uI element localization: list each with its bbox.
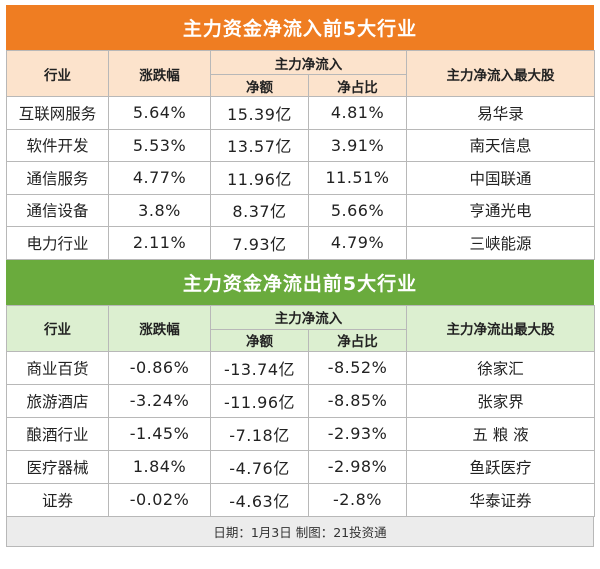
net-ratio-cell: 11.51% — [308, 161, 407, 195]
change-cell: 4.77% — [108, 161, 211, 195]
industry-cell: 通信设备 — [6, 193, 109, 227]
header-net-amount: 净额 — [210, 328, 309, 352]
industry-cell: 软件开发 — [6, 128, 109, 162]
top-stock-cell: 鱼跃医疗 — [406, 449, 595, 484]
table-row: 医疗器械 1.84% -4.76亿 -2.98% 鱼跃医疗 — [6, 449, 595, 484]
outflow-table: 行业 涨跌幅 主力净流入 主力净流出最大股 净额 净占比 商业百货 -0.86% -… — [6, 304, 595, 517]
table-row: 通信设备 3.8% 8.37亿 5.66% 亨通光电 — [6, 193, 595, 227]
net-ratio-cell: 3.91% — [308, 128, 407, 162]
industry-cell: 旅游酒店 — [6, 383, 109, 418]
header-change: 涨跌幅 — [108, 304, 211, 352]
table-row: 证券 -0.02% -4.63亿 -2.8% 华泰证券 — [6, 482, 595, 517]
industry-cell: 酿酒行业 — [6, 416, 109, 451]
header-top-stock: 主力净流出最大股 — [406, 304, 595, 352]
industry-cell: 互联网服务 — [6, 96, 109, 130]
net-amount-cell: -4.63亿 — [210, 482, 309, 517]
header-change: 涨跌幅 — [108, 50, 211, 97]
table-row: 通信服务 4.77% 11.96亿 11.51% 中国联通 — [6, 161, 595, 195]
header-industry: 行业 — [6, 50, 109, 97]
change-cell: -0.86% — [108, 350, 211, 385]
net-amount-cell: 13.57亿 — [210, 128, 309, 162]
outflow-rows: 商业百货 -0.86% -13.74亿 -8.52% 徐家汇 旅游酒店 -3.24% -11.… — [6, 350, 595, 517]
top-stock-cell: 易华录 — [406, 96, 595, 130]
top-stock-cell: 张家界 — [406, 383, 595, 418]
change-cell: 1.84% — [108, 449, 211, 484]
net-ratio-cell: -8.85% — [308, 383, 407, 418]
header-main-flow: 主力净流入 — [210, 304, 407, 330]
header-industry: 行业 — [6, 304, 109, 352]
inflow-rows: 互联网服务 5.64% 15.39亿 4.81% 易华录 软件开发 5.53% 13.57亿 3… — [6, 96, 595, 260]
net-amount-cell: 15.39亿 — [210, 96, 309, 130]
top-stock-cell: 五 粮 液 — [406, 416, 595, 451]
net-ratio-cell: -2.98% — [308, 449, 407, 484]
net-ratio-cell: 4.81% — [308, 96, 407, 130]
footer-caption: 日期：1月3日 制图：21投资通 — [6, 516, 594, 547]
header-net-ratio: 净占比 — [308, 328, 407, 352]
change-cell: 2.11% — [108, 226, 211, 260]
change-cell: 5.53% — [108, 128, 211, 162]
outflow-title: 主力资金净流出前5大行业 — [6, 259, 594, 305]
change-cell: -0.02% — [108, 482, 211, 517]
table-row: 电力行业 2.11% 7.93亿 4.79% 三峡能源 — [6, 226, 595, 260]
top-stock-cell: 三峡能源 — [406, 226, 595, 260]
net-ratio-cell: -2.93% — [308, 416, 407, 451]
top-stock-cell: 南天信息 — [406, 128, 595, 162]
top-stock-cell: 中国联通 — [406, 161, 595, 195]
change-cell: 3.8% — [108, 193, 211, 227]
header-top-stock: 主力净流入最大股 — [406, 50, 595, 97]
header-net-amount: 净额 — [210, 74, 309, 97]
top-stock-cell: 华泰证券 — [406, 482, 595, 517]
industry-cell: 通信服务 — [6, 161, 109, 195]
net-ratio-cell: -2.8% — [308, 482, 407, 517]
table-row: 商业百货 -0.86% -13.74亿 -8.52% 徐家汇 — [6, 350, 595, 385]
change-cell: 5.64% — [108, 96, 211, 130]
industry-cell: 商业百货 — [6, 350, 109, 385]
net-ratio-cell: 4.79% — [308, 226, 407, 260]
net-amount-cell: 8.37亿 — [210, 193, 309, 227]
net-amount-cell: -11.96亿 — [210, 383, 309, 418]
change-cell: -1.45% — [108, 416, 211, 451]
header-net-ratio: 净占比 — [308, 74, 407, 97]
report-card: 主力资金净流入前5大行业 行业 涨跌幅 主力净流入 主力净流入最大股 净额 净占… — [6, 5, 595, 547]
industry-cell: 证券 — [6, 482, 109, 517]
inflow-title: 主力资金净流入前5大行业 — [6, 5, 594, 50]
table-row: 软件开发 5.53% 13.57亿 3.91% 南天信息 — [6, 128, 595, 162]
table-row: 互联网服务 5.64% 15.39亿 4.81% 易华录 — [6, 96, 595, 130]
net-amount-cell: 11.96亿 — [210, 161, 309, 195]
table-row: 旅游酒店 -3.24% -11.96亿 -8.85% 张家界 — [6, 383, 595, 418]
net-amount-cell: -13.74亿 — [210, 350, 309, 385]
industry-cell: 医疗器械 — [6, 449, 109, 484]
header-main-flow: 主力净流入 — [210, 50, 407, 75]
inflow-table: 行业 涨跌幅 主力净流入 主力净流入最大股 净额 净占比 互联网服务 5.64% 1… — [6, 50, 595, 260]
industry-cell: 电力行业 — [6, 226, 109, 260]
top-stock-cell: 徐家汇 — [406, 350, 595, 385]
net-amount-cell: -4.76亿 — [210, 449, 309, 484]
net-ratio-cell: -8.52% — [308, 350, 407, 385]
net-ratio-cell: 5.66% — [308, 193, 407, 227]
top-stock-cell: 亨通光电 — [406, 193, 595, 227]
change-cell: -3.24% — [108, 383, 211, 418]
net-amount-cell: -7.18亿 — [210, 416, 309, 451]
net-amount-cell: 7.93亿 — [210, 226, 309, 260]
table-row: 酿酒行业 -1.45% -7.18亿 -2.93% 五 粮 液 — [6, 416, 595, 451]
